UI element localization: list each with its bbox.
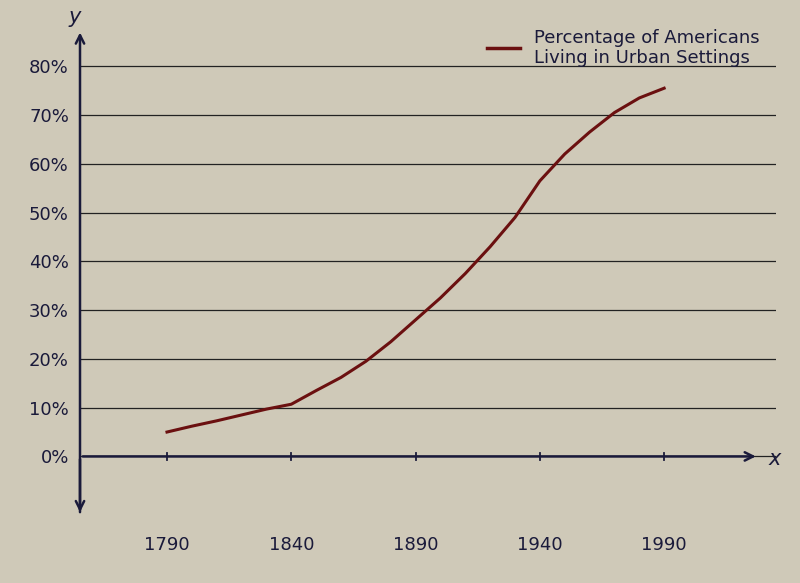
Text: x: x <box>769 449 781 469</box>
Text: y: y <box>69 7 82 27</box>
Legend: Percentage of Americans
Living in Urban Settings: Percentage of Americans Living in Urban … <box>480 22 767 75</box>
